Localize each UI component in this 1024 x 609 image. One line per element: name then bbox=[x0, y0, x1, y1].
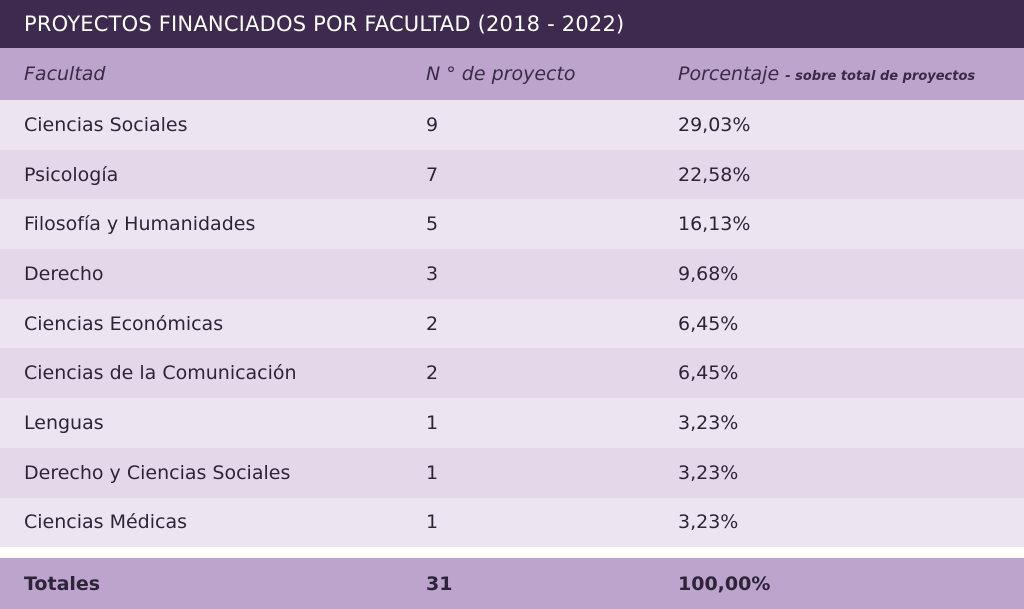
totals-pct: 100,00% bbox=[678, 572, 771, 595]
cell-n-proyecto: 1 bbox=[426, 511, 439, 534]
cell-porcentaje: 16,13% bbox=[678, 213, 751, 236]
cell-facultad: Ciencias Sociales bbox=[24, 113, 188, 136]
cell-n-proyecto: 1 bbox=[426, 411, 439, 434]
cell-n-proyecto: 1 bbox=[426, 461, 439, 484]
cell-porcentaje: 3,23% bbox=[678, 461, 739, 484]
cell-facultad: Ciencias Médicas bbox=[24, 511, 187, 534]
table-row: Ciencias Médicas 1 3,23% bbox=[0, 497, 1024, 548]
cell-facultad: Derecho y Ciencias Sociales bbox=[24, 461, 291, 484]
table-row: Ciencias Económicas 2 6,45% bbox=[0, 298, 1024, 349]
cell-porcentaje: 6,45% bbox=[678, 312, 739, 335]
table-header-row: Facultad N ° de proyecto Porcentaje - so… bbox=[0, 48, 1024, 100]
table-row: Filosofía y Humanidades 5 16,13% bbox=[0, 199, 1024, 250]
cell-facultad: Derecho bbox=[24, 262, 104, 285]
cell-porcentaje: 29,03% bbox=[678, 113, 751, 136]
cell-facultad: Ciencias de la Comunicación bbox=[24, 362, 297, 385]
cell-porcentaje: 9,68% bbox=[678, 262, 739, 285]
table-body: Ciencias Sociales 9 29,03% Psicología 7 22,58… bbox=[0, 100, 1024, 548]
table-title: PROYECTOS FINANCIADOS POR FACULTAD (2018… bbox=[0, 0, 1024, 48]
table-row: Derecho 3 9,68% bbox=[0, 249, 1024, 299]
header-n-proyecto: N ° de proyecto bbox=[426, 63, 576, 85]
cell-n-proyecto: 5 bbox=[426, 213, 439, 236]
table-row: Ciencias Sociales 9 29,03% bbox=[0, 100, 1024, 150]
header-porcentaje: Porcentaje - sobre total de proyectos bbox=[678, 63, 975, 85]
table-row: Ciencias de la Comunicación 2 6,45% bbox=[0, 348, 1024, 399]
cell-porcentaje: 3,23% bbox=[678, 511, 739, 534]
header-porcentaje-sub: - sobre total de proyectos bbox=[785, 69, 976, 84]
table-title-text: PROYECTOS FINANCIADOS POR FACULTAD (2018… bbox=[24, 12, 625, 36]
cell-n-proyecto: 3 bbox=[426, 262, 439, 285]
cell-porcentaje: 22,58% bbox=[678, 163, 751, 186]
table-row: Derecho y Ciencias Sociales 1 3,23% bbox=[0, 447, 1024, 498]
table-row: Psicología 7 22,58% bbox=[0, 149, 1024, 200]
cell-facultad: Lenguas bbox=[24, 411, 104, 434]
totals-label: Totales bbox=[24, 572, 101, 595]
cell-facultad: Psicología bbox=[24, 163, 119, 186]
header-facultad: Facultad bbox=[24, 63, 106, 85]
totals-row: Totales 31 100,00% bbox=[0, 558, 1024, 609]
table-row: Lenguas 1 3,23% bbox=[0, 398, 1024, 448]
totals-n: 31 bbox=[426, 572, 453, 595]
cell-n-proyecto: 9 bbox=[426, 113, 439, 136]
cell-n-proyecto: 2 bbox=[426, 312, 439, 335]
table-separator bbox=[0, 548, 1024, 558]
cell-porcentaje: 3,23% bbox=[678, 411, 739, 434]
header-porcentaje-label: Porcentaje bbox=[678, 63, 780, 85]
cell-porcentaje: 6,45% bbox=[678, 362, 739, 385]
cell-n-proyecto: 7 bbox=[426, 163, 439, 186]
cell-facultad: Filosofía y Humanidades bbox=[24, 213, 256, 236]
cell-facultad: Ciencias Económicas bbox=[24, 312, 224, 335]
cell-n-proyecto: 2 bbox=[426, 362, 439, 385]
